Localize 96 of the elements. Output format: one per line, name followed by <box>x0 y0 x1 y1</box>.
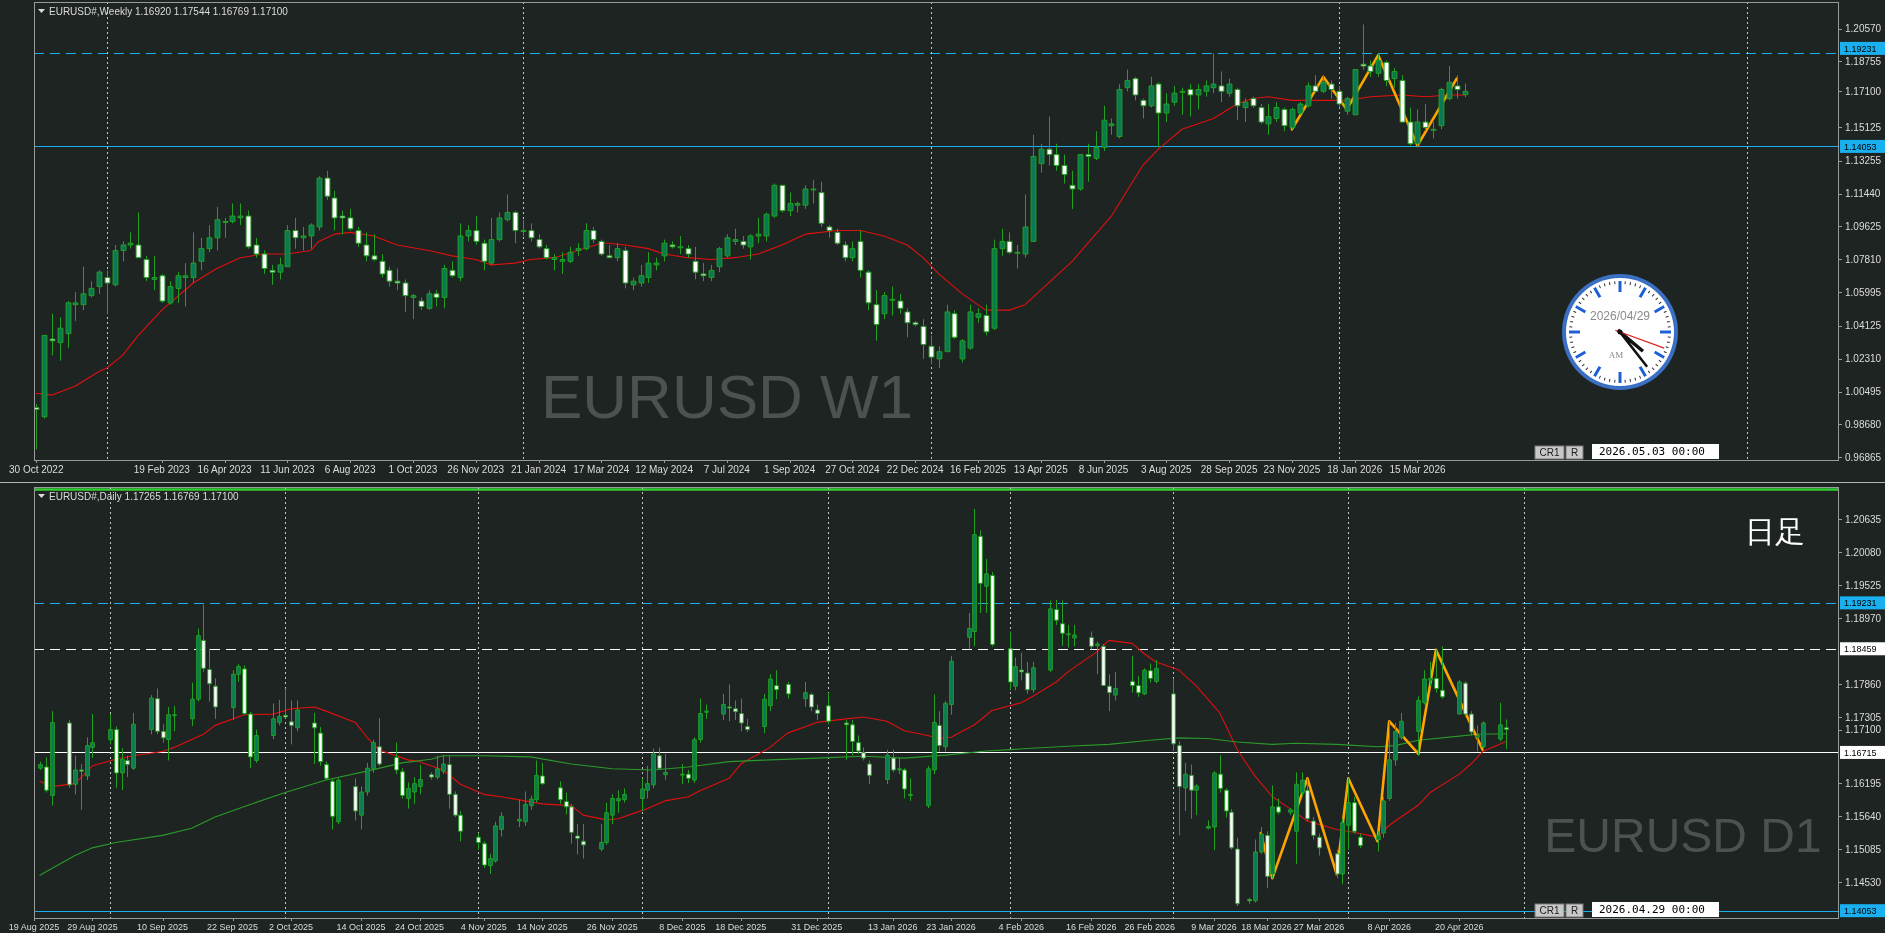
ref-line-label: 1.19231 <box>1844 598 1877 609</box>
y-tick-label: 1.09625 <box>1845 221 1882 232</box>
x-tick-label: 16 Feb 2026 <box>1066 922 1117 932</box>
annotation: R <box>1570 905 1579 916</box>
y-tick-label: 1.00495 <box>1845 386 1882 398</box>
x-tick-label: 26 Nov 2023 <box>447 464 505 475</box>
corner-label: 日足 <box>1745 514 1805 549</box>
x-tick-label: 23 Nov 2025 <box>1263 464 1321 475</box>
y-tick-label: 0.98680 <box>1845 418 1882 430</box>
ref-label: 1.14053 <box>1840 904 1885 918</box>
x-tick-label: 13 Apr 2025 <box>1013 464 1068 475</box>
x-tick-label: 19 Aug 2025 <box>8 922 60 932</box>
ref-label: 1.18459 <box>1840 642 1885 656</box>
annotation: CR1 <box>1539 447 1560 458</box>
ref-label: 1.19231 <box>1840 596 1885 610</box>
x-tick-label: 22 Dec 2024 <box>886 464 944 475</box>
y-tick-label: 1.17305 <box>1845 711 1882 723</box>
time-label: 2026.04.29 00:00 <box>1592 902 1719 917</box>
y-tick-label: 1.15125 <box>1845 121 1882 133</box>
y-tick-label: 1.18970 <box>1845 612 1882 624</box>
ref-line-label: 1.14053 <box>1844 141 1877 152</box>
x-tick-label: 18 Mar 2026 <box>1241 922 1292 932</box>
button: CR1 <box>1534 445 1565 460</box>
x-tick-label: 18 Dec 2025 <box>715 922 767 932</box>
y-tick-label: 1.20570 <box>1845 23 1882 35</box>
y-tick-label: 0.96865 <box>1845 451 1882 463</box>
title: EURUSD#,Daily 1.17265 1.16769 1.17100 <box>49 491 239 502</box>
x-tick-label: 28 Sep 2025 <box>1200 464 1258 475</box>
y-tick-label: 1.11440 <box>1845 188 1881 200</box>
y-tick-label: 1.15640 <box>1845 810 1882 822</box>
y-tick-label: 1.02310 <box>1845 353 1882 365</box>
y-tick-label: 1.19525 <box>1845 579 1882 591</box>
y-tick-label: 1.20635 <box>1845 513 1882 525</box>
x-tick-label: 7 Jul 2024 <box>703 464 750 475</box>
x-tick-label: 6 Aug 2023 <box>324 464 376 475</box>
x-tick-label: 4 Feb 2026 <box>998 922 1044 932</box>
x-tick-label: 1 Sep 2024 <box>764 464 816 475</box>
y-tick-label: 1.14530 <box>1845 876 1882 888</box>
x-tick-label: 17 Mar 2024 <box>573 464 630 475</box>
x-tick-label: 31 Dec 2025 <box>791 922 843 932</box>
x-tick-label: 10 Sep 2025 <box>137 922 189 932</box>
x-tick-label: 1 Oct 2023 <box>388 464 438 475</box>
x-tick-label: 16 Apr 2023 <box>197 464 252 475</box>
x-tick-label: 13 Jan 2026 <box>867 922 918 932</box>
y-tick-label: 1.17860 <box>1845 678 1882 690</box>
x-tick-label: 11 Jun 2023 <box>260 464 315 475</box>
x-tick-label: 14 Nov 2025 <box>516 922 568 932</box>
title: EURUSD#,Weekly 1.16920 1.17544 1.16769 1.17100 <box>49 6 288 17</box>
x-tick-label: 24 Oct 2025 <box>395 922 445 932</box>
button: CR1 <box>1534 903 1565 918</box>
y-tick-label: 1.20080 <box>1845 546 1882 558</box>
x-tick-label: 9 Mar 2026 <box>1191 922 1237 932</box>
x-tick-label: 21 Jan 2024 <box>510 464 567 475</box>
x-tick-label: 15 Mar 2026 <box>1389 464 1446 475</box>
x-tick-label: 8 Apr 2026 <box>1367 922 1411 932</box>
x-tick-label: 4 Nov 2025 <box>460 922 507 932</box>
button: R <box>1565 903 1584 918</box>
y-tick-label: 1.17100 <box>1845 724 1882 736</box>
x-tick-label: 20 Apr 2026 <box>1435 922 1484 932</box>
y-tick-label: 1.17100 <box>1845 85 1882 97</box>
clock-date: 2026/04/29 <box>1589 309 1651 323</box>
annotation: 2026.04.29 00:00 <box>1599 903 1705 916</box>
x-tick-label: 23 Jan 2026 <box>926 922 976 932</box>
y-tick-label: 1.13255 <box>1845 155 1882 167</box>
x-tick-label: 27 Mar 2026 <box>1293 922 1345 932</box>
y-tick-label: 1.04125 <box>1845 320 1882 332</box>
x-tick-label: 14 Oct 2025 <box>336 922 386 932</box>
y-tick-label: 1.16195 <box>1845 777 1882 789</box>
annotation: CR1 <box>1539 905 1560 916</box>
x-tick-label: 3 Aug 2025 <box>1141 464 1192 475</box>
ref-line-label: 1.19231 <box>1844 43 1877 54</box>
clock-am: AM <box>1608 350 1624 360</box>
x-tick-label: 22 Sep 2025 <box>207 922 259 932</box>
x-tick-label: 26 Feb 2026 <box>1124 922 1175 932</box>
x-tick-label: 16 Feb 2025 <box>949 464 1007 475</box>
x-tick-label: 2 Oct 2025 <box>269 922 314 932</box>
x-tick-label: 8 Dec 2025 <box>659 922 706 932</box>
y-tick-label: 1.07810 <box>1845 253 1882 265</box>
x-tick-label: 19 Feb 2023 <box>133 464 190 475</box>
ref-line-label: 1.16715 <box>1844 747 1877 758</box>
time-label: 2026.05.03 00:00 <box>1592 444 1719 459</box>
annotation: R <box>1570 447 1579 458</box>
y-tick-label: 1.18755 <box>1845 55 1882 67</box>
x-tick-label: 27 Oct 2024 <box>825 464 880 475</box>
y-tick-label: 1.15085 <box>1845 843 1882 855</box>
button: R <box>1565 445 1584 460</box>
x-tick-label: 8 Jun 2025 <box>1078 464 1129 475</box>
x-tick-label: 29 Aug 2025 <box>67 922 118 932</box>
annotation: 2026.05.03 00:00 <box>1599 445 1705 458</box>
y-tick-label: 1.05995 <box>1845 286 1882 298</box>
x-tick-label: 26 Nov 2025 <box>586 922 638 932</box>
x-tick-label: 12 May 2024 <box>635 464 693 475</box>
x-tick-label: 30 Oct 2022 <box>9 464 64 475</box>
ref-line-label: 1.14053 <box>1844 905 1877 916</box>
x-tick-label: 18 Jan 2026 <box>1327 464 1383 475</box>
ref-line-label: 1.18459 <box>1844 643 1877 654</box>
